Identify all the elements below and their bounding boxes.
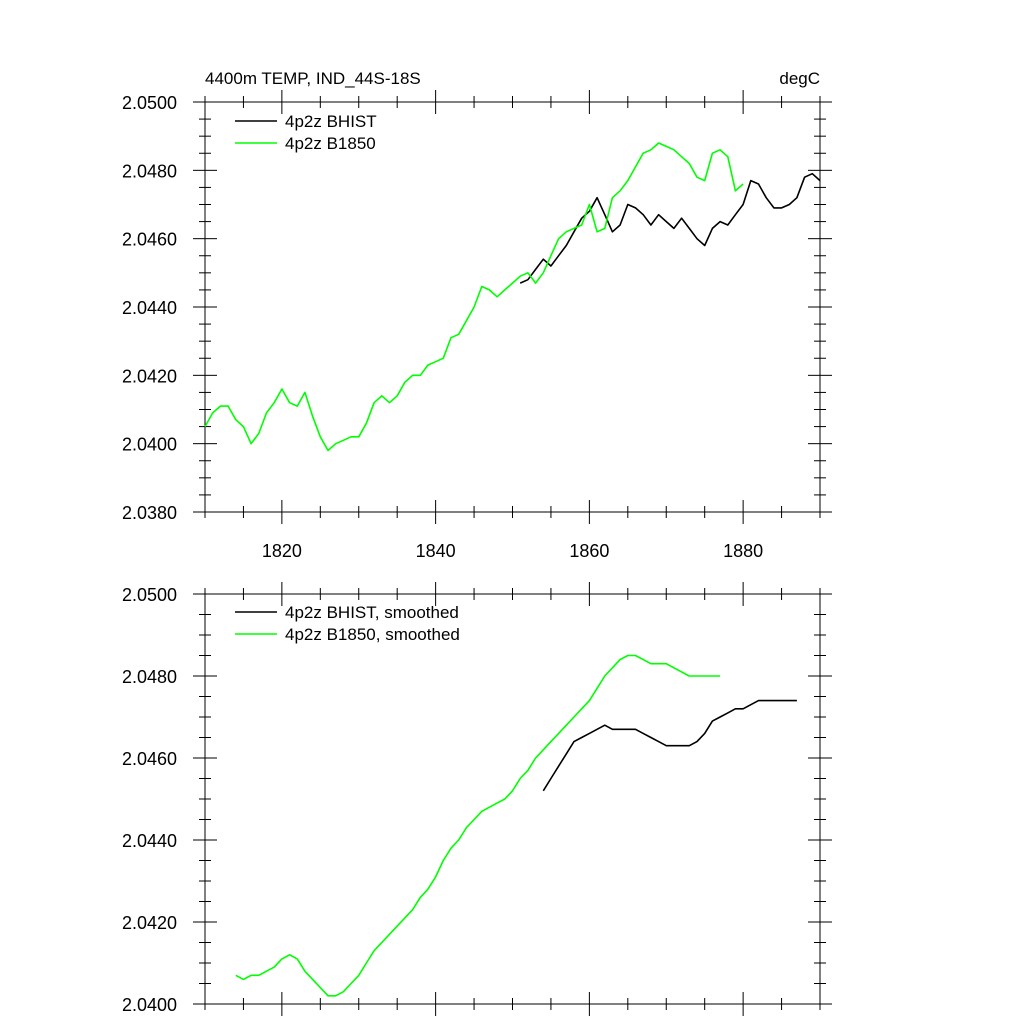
plot-frame [204,101,821,513]
series-line-b1850 [204,142,744,452]
y-tick-label: 2.0460 [122,230,177,250]
legend-label: 4p2z BHIST, smoothed [285,603,459,622]
y-tick-label: 2.0480 [122,667,177,687]
x-tick-label: 1840 [416,541,456,561]
y-tick-label: 2.0420 [122,913,177,933]
plot-frame [204,593,821,1005]
units-label: degC [779,69,820,88]
chart-title: 4400m TEMP, IND_44S-18S [205,69,421,88]
x-tick-label: 1820 [262,541,302,561]
legend-label: 4p2z B1850 [285,134,376,153]
y-tick-label: 2.0380 [122,503,177,523]
y-tick-label: 2.0500 [122,585,177,605]
legend-label: 4p2z BHIST [285,112,377,131]
legend-label: 4p2z B1850, smoothed [285,625,460,644]
y-tick-label: 2.0420 [122,366,177,386]
y-tick-label: 2.0400 [122,435,177,455]
y-tick-label: 2.0440 [122,298,177,318]
series-line-bhist [519,172,821,284]
y-tick-label: 2.0500 [122,93,177,113]
y-tick-label: 2.0460 [122,749,177,769]
x-tick-label: 1860 [569,541,609,561]
top-panel-chart: 1820 1840 1860 1880 2.0380 2.0400 2.0420 2.0440… [122,69,832,561]
bottom-panel-chart: 2.0400 2.0420 2.0440 2.0460 2.0480 2.0500 4p2z… [122,582,832,1016]
series-line-b1850 [235,654,721,997]
y-tick-label: 2.0440 [122,831,177,851]
y-tick-label: 2.0400 [122,995,177,1015]
y-tick-label: 2.0480 [122,161,177,181]
x-tick-label: 1880 [723,541,763,561]
series-line-bhist [542,699,797,792]
